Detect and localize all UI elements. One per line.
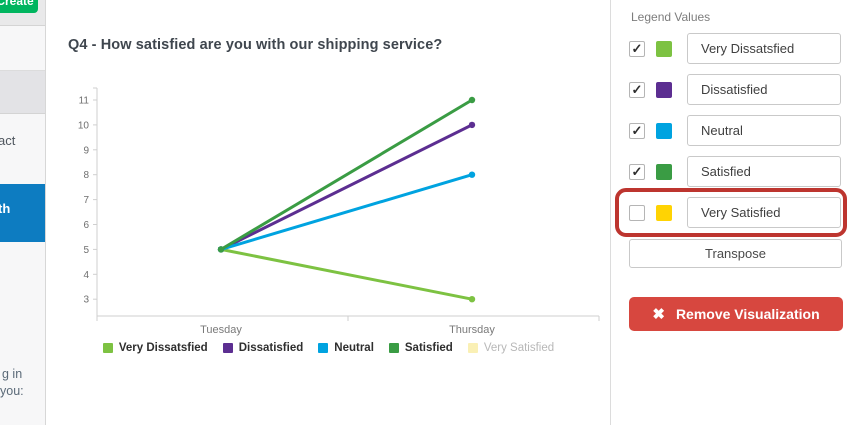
sidebar-item-label: act: [0, 133, 16, 148]
sidebar-section-2[interactable]: [0, 71, 45, 114]
sidebar-footer-line1: g in: [2, 367, 23, 381]
color-swatch[interactable]: [656, 163, 672, 180]
legend-color-swatch: [102, 343, 113, 353]
sidebar-section-1[interactable]: [0, 26, 45, 71]
transpose-button[interactable]: Transpose: [629, 239, 842, 268]
svg-text:7: 7: [83, 195, 89, 206]
svg-text:11: 11: [79, 96, 90, 107]
sidebar-top-band: Create: [0, 0, 45, 26]
color-swatch[interactable]: [656, 81, 672, 98]
chart-legend-item[interactable]: Very Dissatsfied: [102, 342, 208, 354]
legend-value-field[interactable]: Dissatisfied: [687, 74, 841, 105]
sidebar-footer: g in you:: [0, 242, 45, 424]
chart-area: Q4 - How satisfied are you with our ship…: [47, 0, 610, 425]
color-swatch[interactable]: [656, 204, 672, 221]
remove-visualization-button[interactable]: ✖ Remove Visualization: [629, 297, 843, 331]
checkbox-checked[interactable]: ✓: [629, 81, 645, 98]
legend-value-row: ✓ Very Dissatsfied: [629, 33, 841, 64]
chart-legend-item[interactable]: Very Satisfied: [467, 342, 555, 354]
sidebar-item-fragment[interactable]: act: [0, 114, 45, 184]
chart-legend-item[interactable]: Satisfied: [388, 342, 453, 354]
legend-color-swatch: [222, 343, 233, 353]
line-chart: 3 4 5 6 7 8 9 10 11 Tuesday Thursday: [78, 87, 600, 336]
checkbox-checked[interactable]: ✓: [629, 122, 645, 139]
legend-value-field[interactable]: Very Dissatsfied: [687, 33, 841, 64]
legend-value-row: ✓ Dissatisfied: [629, 74, 841, 105]
create-button[interactable]: Create: [0, 0, 38, 13]
legend-value-field[interactable]: Very Satisfied: [687, 197, 841, 228]
legend-color-swatch: [467, 343, 478, 353]
color-swatch[interactable]: [656, 40, 672, 57]
svg-text:Thursday: Thursday: [449, 324, 495, 336]
legend-value-row: ✓ Satisfied: [629, 156, 841, 187]
svg-text:5: 5: [83, 245, 89, 256]
svg-text:6: 6: [83, 220, 89, 231]
svg-text:9: 9: [83, 145, 89, 156]
sidebar-item-active[interactable]: th: [0, 184, 45, 242]
remove-button-label: Remove Visualization: [675, 306, 820, 322]
svg-text:8: 8: [83, 170, 89, 181]
legend-values-title: Legend Values: [631, 10, 711, 24]
svg-text:3: 3: [83, 295, 89, 306]
legend-item-label: Dissatisfied: [238, 342, 304, 354]
svg-text:Tuesday: Tuesday: [200, 324, 242, 336]
legend-value-row: ✓ Neutral: [629, 115, 841, 146]
svg-text:10: 10: [78, 120, 90, 131]
legend-values-panel: Legend Values ✓ Very Dissatsfied ✓ Dissatis…: [610, 0, 850, 425]
legend-color-swatch: [388, 343, 399, 353]
chart-legend-item[interactable]: Neutral: [318, 342, 374, 354]
checkbox-unchecked[interactable]: [629, 204, 645, 221]
sidebar-footer-line2: you:: [0, 384, 24, 398]
sidebar: Create act th g in you:: [0, 0, 46, 425]
svg-text:4: 4: [83, 270, 89, 281]
legend-value-field[interactable]: Neutral: [687, 115, 841, 146]
legend-item-label: Very Satisfied: [483, 342, 555, 354]
legend-item-label: Satisfied: [404, 342, 453, 354]
legend-rows: ✓ Very Dissatsfied ✓ Dissatisfied ✓ Neutral ✓ S…: [615, 33, 847, 237]
checkbox-checked[interactable]: ✓: [629, 163, 645, 180]
chart-legend-item[interactable]: Dissatisfied: [222, 342, 304, 354]
legend-value-row: Very Satisfied: [615, 188, 847, 237]
legend-color-swatch: [318, 343, 329, 353]
chart-legend: Very Dissatsfied Dissatisfied Neutral Satis…: [47, 342, 610, 354]
color-swatch[interactable]: [656, 122, 672, 139]
legend-value-field[interactable]: Satisfied: [687, 156, 841, 187]
chart-title: Q4 - How satisfied are you with our ship…: [68, 37, 443, 53]
checkbox-checked[interactable]: ✓: [629, 40, 645, 57]
legend-item-label: Neutral: [334, 342, 374, 354]
sidebar-active-label: th: [0, 201, 11, 216]
legend-item-label: Very Dissatsfied: [118, 342, 208, 354]
remove-x-icon: ✖: [652, 305, 665, 323]
